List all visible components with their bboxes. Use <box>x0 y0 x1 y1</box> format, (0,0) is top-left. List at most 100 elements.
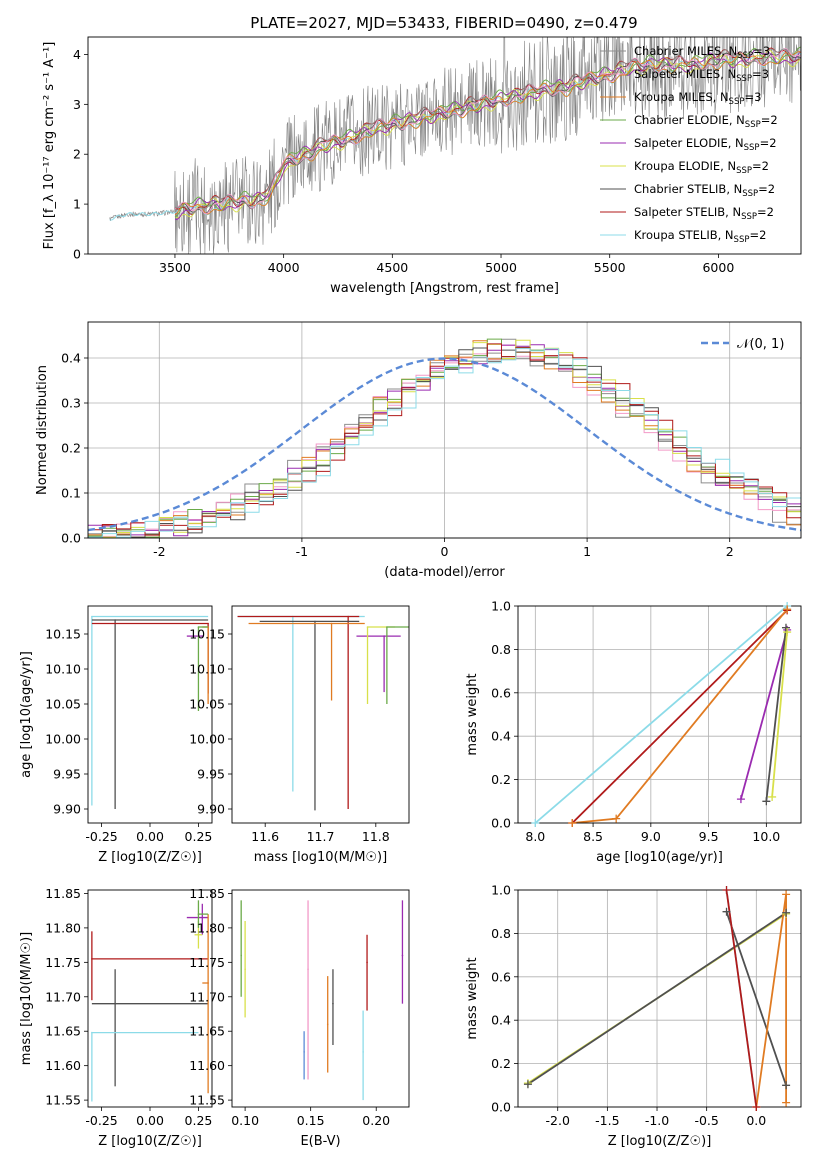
axes-frame <box>517 889 802 1108</box>
plus-marker <box>783 628 792 637</box>
plus-marker <box>782 890 791 899</box>
y-tick-label: 0.8 <box>491 926 511 941</box>
legend-label: Salpeter ELODIE, NSSP=2 <box>634 136 777 153</box>
data-point <box>303 1051 305 1053</box>
y-tick-label: 0.1 <box>61 486 81 501</box>
legend-subscript: SSP <box>744 143 760 153</box>
data-point <box>197 626 200 628</box>
y-axis-label: Normed distribution <box>35 365 50 495</box>
y-tick-label: 11.55 <box>45 1093 81 1108</box>
y-tick-label: 11.85 <box>189 886 225 901</box>
legend-suffix: =2 <box>758 182 775 196</box>
legend-suffix: =3 <box>744 90 761 104</box>
x-tick-label: 0.00 <box>136 1113 164 1128</box>
model-chabrier-elodie <box>174 46 801 218</box>
data-point <box>201 916 204 919</box>
x-tick-label: 0.00 <box>136 829 164 844</box>
axes-frame <box>231 605 410 824</box>
data-point <box>244 968 246 971</box>
data-point <box>91 1031 93 1034</box>
y-tick-label: 0.4 <box>61 351 81 366</box>
y-tick-label: 9.90 <box>53 802 81 817</box>
x-tick-label: 9.5 <box>699 829 719 844</box>
y-tick-label: 11.65 <box>45 1024 81 1039</box>
plot-area-age-vs-mass <box>237 615 409 811</box>
data-point <box>330 622 333 625</box>
plus-marker <box>781 623 790 632</box>
x-tick-label: 4000 <box>268 260 300 275</box>
y-tick-label: 9.90 <box>197 802 225 817</box>
plots-layer: 3500 4000 4500 5000 5500 6000 0 1 2 3 4 wavelength … <box>19 36 802 1149</box>
x-axis-label: age [log10(age/yr)] <box>596 850 723 865</box>
axes-frame <box>87 889 213 1108</box>
axes-frame <box>231 889 410 1108</box>
y-tick-label: 10.05 <box>189 697 225 712</box>
legend-label: Kroupa ELODIE, NSSP=2 <box>634 159 769 176</box>
data-point <box>114 1002 116 1005</box>
x-tick-label: -1 <box>296 544 308 559</box>
data-point <box>91 958 93 960</box>
y-tick-label: 4 <box>73 47 81 62</box>
y-axis-label: mass weight <box>465 957 480 1039</box>
plot-area-residuals <box>88 338 801 538</box>
x-tick-label: 6000 <box>702 260 734 275</box>
x-tick-label: 10.0 <box>752 829 780 844</box>
x-tick-label: -0.25 <box>85 1113 117 1128</box>
y-tick-label: 10.15 <box>189 627 225 642</box>
y-axis-label: mass weight <box>465 673 480 755</box>
x-tick-label: 8.0 <box>525 829 545 844</box>
x-tick-label: -1.5 <box>595 1113 619 1128</box>
observed-spectrum <box>109 37 801 254</box>
legend-suffix: =2 <box>752 159 769 173</box>
x-tick-label: 9.0 <box>641 829 661 844</box>
y-tick-label: 10.15 <box>45 627 81 642</box>
y-tick-label: 10.00 <box>45 732 81 747</box>
y-tick-label: 0 <box>73 247 81 262</box>
plus-marker <box>752 1103 761 1111</box>
y-tick-label: 0.4 <box>491 729 511 744</box>
x-tick-label: 11.7 <box>307 829 335 844</box>
x-axis-label: Z [log10(Z/Z☉)] <box>98 850 202 865</box>
x-axis-label: Z [log10(Z/Z☉)] <box>98 1134 202 1149</box>
weight-line-salpeter-stelib <box>571 609 788 823</box>
x-tick-label: 2 <box>726 544 734 559</box>
y-tick-label: 10.05 <box>45 697 81 712</box>
weight-line-chabrier-stelib <box>725 911 787 1086</box>
plus-marker <box>783 605 792 614</box>
data-point <box>366 626 369 628</box>
legend-label: Kroupa STELIB, NSSP=2 <box>634 228 766 245</box>
x-tick-label: 11.8 <box>362 829 390 844</box>
y-tick-label: 10.10 <box>45 662 81 677</box>
x-axis-label: Z [log10(Z/Z☉)] <box>608 1134 712 1149</box>
model-kroupa-elodie <box>174 49 801 219</box>
y-tick-label: 0.6 <box>491 685 511 700</box>
y-tick-label: 11.75 <box>45 955 81 970</box>
data-point <box>326 1023 329 1026</box>
axes-frame <box>87 605 213 824</box>
x-tick-label: 5000 <box>485 260 517 275</box>
y-tick-label: 0.6 <box>491 969 511 984</box>
legend-suffix: =3 <box>753 44 770 58</box>
data-point <box>332 1002 334 1005</box>
y-tick-label: 10.10 <box>189 662 225 677</box>
data-point <box>386 626 388 628</box>
chart-weight-vs-age: 8.0 8.5 9.0 9.5 10.0 0.0 0.2 0.4 0.6 0.8 1.0 age [l… <box>465 599 802 865</box>
x-axis-label: E(B-V) <box>300 1134 340 1149</box>
y-tick-label: 11.65 <box>189 1024 225 1039</box>
legend-label: Chabrier ELODIE, NSSP=2 <box>634 113 778 130</box>
x-tick-label: 8.5 <box>583 829 603 844</box>
y-tick-label: 11.85 <box>45 886 81 901</box>
gaussian-curve <box>88 357 801 532</box>
y-tick-label: 9.95 <box>53 767 81 782</box>
plus-marker <box>612 814 621 823</box>
y-tick-label: 0.8 <box>491 642 511 657</box>
x-tick-label: 1 <box>583 544 591 559</box>
y-tick-label: 11.60 <box>45 1058 81 1073</box>
legend-suffix: =2 <box>761 113 778 127</box>
axes-frame <box>87 321 802 539</box>
x-tick-label: 3500 <box>159 260 191 275</box>
y-tick-label: 1.0 <box>491 599 511 614</box>
axes-frame <box>517 605 802 824</box>
y-tick-label: 0.0 <box>491 816 511 831</box>
plot-area-mass-vs-Z <box>91 900 209 1102</box>
